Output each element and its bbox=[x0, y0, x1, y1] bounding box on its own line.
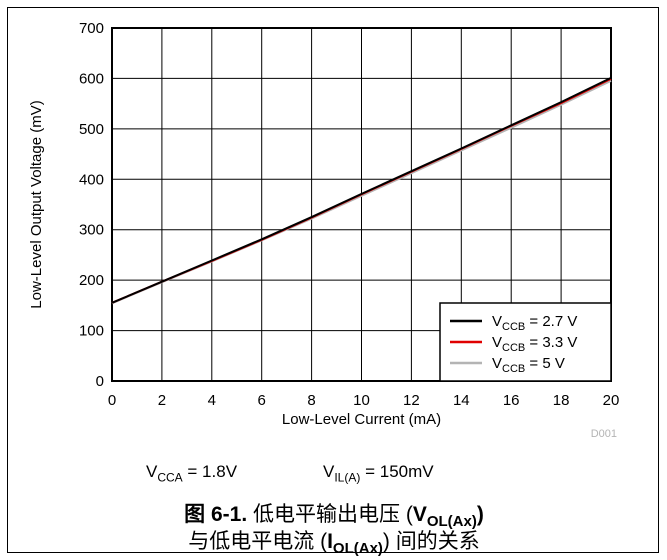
line-chart: 0 2 4 6 8 10 12 14 16 18 20 0 100 200 300 400 500 600 700… bbox=[28, 20, 620, 438]
x-tick-label: 2 bbox=[158, 392, 166, 409]
grid bbox=[112, 28, 611, 381]
x-tick-label: 20 bbox=[603, 392, 620, 409]
legend-label: VCCB = 3.3 V bbox=[492, 334, 577, 354]
y-tick-label: 300 bbox=[79, 222, 104, 239]
x-tick-label: 8 bbox=[307, 392, 315, 409]
y-tick-label: 500 bbox=[79, 121, 104, 138]
x-tick-label: 4 bbox=[208, 392, 216, 409]
figure-frame: 0 2 4 6 8 10 12 14 16 18 20 0 100 200 300 400 500 600 700… bbox=[7, 7, 659, 557]
series-lines bbox=[111, 77, 612, 305]
x-axis-label: Low-Level Current (mA) bbox=[282, 411, 441, 428]
y-tick-label: 0 bbox=[96, 373, 104, 390]
legend-label: VCCB = 5 V bbox=[492, 355, 565, 375]
condition-vil: VIL(A) = 150mV bbox=[323, 462, 434, 485]
x-tick-label: 6 bbox=[258, 392, 266, 409]
y-axis-label: Low-Level Output Voltage (mV) bbox=[28, 100, 45, 308]
x-tick-label: 0 bbox=[108, 392, 116, 409]
x-tick-label: 14 bbox=[453, 392, 470, 409]
y-tick-label: 400 bbox=[79, 171, 104, 188]
y-tick-label: 700 bbox=[79, 20, 104, 37]
x-tick-label: 16 bbox=[503, 392, 520, 409]
x-tick-label: 10 bbox=[353, 392, 370, 409]
legend-label: VCCB = 2.7 V bbox=[492, 313, 577, 333]
caption-line-2: 与低电平电流 (IOL(Ax)) 间的关系 bbox=[188, 530, 480, 558]
x-tick-label: 18 bbox=[553, 392, 570, 409]
condition-vcca: VCCA = 1.8V bbox=[146, 462, 238, 485]
series-line bbox=[111, 77, 612, 304]
y-tick-label: 200 bbox=[79, 272, 104, 289]
y-tick-label: 100 bbox=[79, 323, 104, 340]
x-tick-label: 12 bbox=[403, 392, 420, 409]
plot-area bbox=[111, 27, 612, 382]
caption-line-1: 图 6-1. 低电平输出电压 (VOL(Ax)) bbox=[184, 503, 484, 531]
y-tick-label: 600 bbox=[79, 70, 104, 87]
x-ticks: 0 2 4 6 8 10 12 14 16 18 20 bbox=[108, 392, 620, 409]
y-ticks: 0 100 200 300 400 500 600 700 bbox=[79, 20, 104, 390]
figure-code: D001 bbox=[591, 428, 617, 438]
